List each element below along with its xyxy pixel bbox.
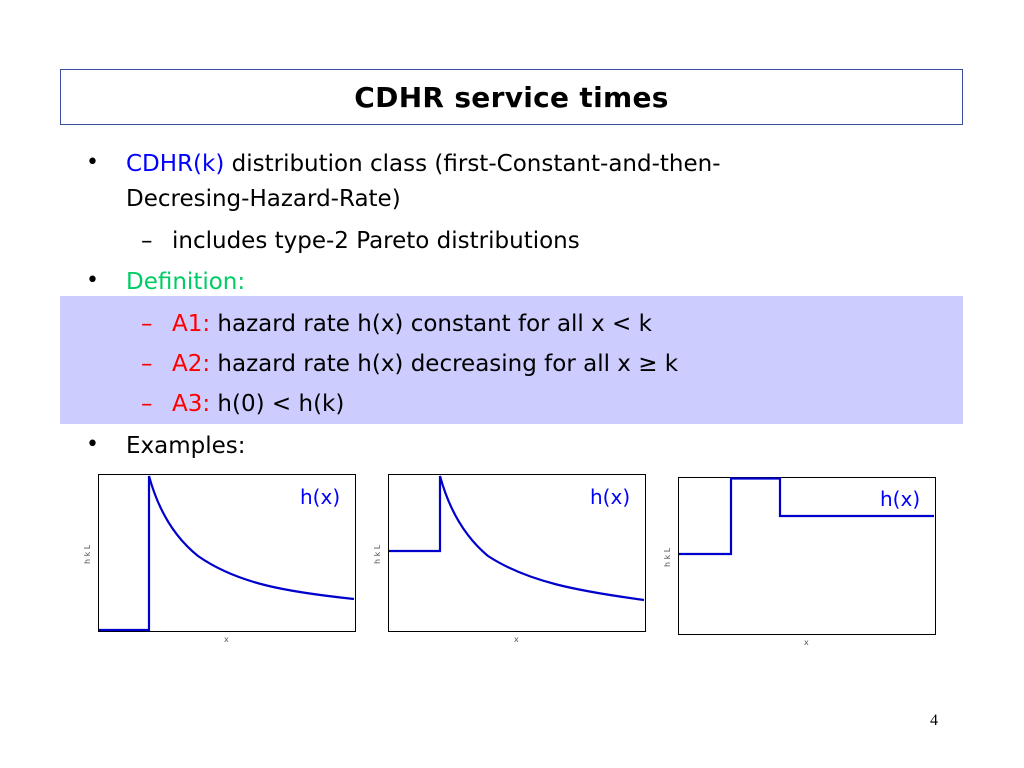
dash-marker: – [141, 228, 153, 254]
bullet-cdhr: CDHR(k) distribution class (first-Consta… [126, 153, 721, 176]
y-axis-label: h k L [373, 544, 382, 564]
bullet-marker: • [86, 150, 99, 175]
plot-frame [678, 477, 936, 635]
bullet-marker: • [86, 268, 99, 293]
definition-heading: Definition: [126, 269, 246, 295]
curve-label: h(x) [880, 487, 921, 511]
a2-label: A2: [172, 351, 211, 377]
hazard-curve [679, 477, 934, 556]
bullet-cdhr-line2: Decresing-Hazard-Rate) [126, 186, 401, 212]
x-axis-label: x [224, 635, 229, 644]
example-plot-2 [388, 474, 646, 632]
curve-label: h(x) [590, 485, 631, 509]
a1-text: hazard rate h(x) constant for all x < k [210, 311, 652, 337]
bullet-marker: • [86, 432, 99, 457]
example-plot-1 [98, 474, 356, 632]
a2-text: hazard rate h(x) decreasing for all x ≥ … [210, 351, 679, 377]
y-axis-label: h k L [83, 544, 92, 564]
hazard-curve [99, 475, 355, 632]
plot-frame [98, 474, 356, 632]
example-plot-3 [678, 477, 936, 635]
x-axis-label: x [804, 638, 809, 647]
a1-label: A1: [172, 311, 211, 337]
def-a3: A3: h(0) < h(k) [172, 393, 344, 416]
a3-label: A3: [172, 391, 211, 417]
a3-text: h(0) < h(k) [210, 391, 345, 417]
def-a2: A2: hazard rate h(x) decreasing for all … [172, 353, 678, 376]
plot-frame [388, 474, 646, 632]
cdhr-term: CDHR(k) [126, 151, 225, 177]
dash-marker: – [141, 311, 153, 337]
page-number: 4 [930, 712, 938, 729]
dash-marker: – [141, 391, 153, 417]
def-a1: A1: hazard rate h(x) constant for all x … [172, 313, 652, 336]
curve-label: h(x) [300, 485, 341, 509]
title-box: CDHR service times [60, 69, 963, 125]
hazard-curve [389, 475, 645, 602]
dash-marker: – [141, 351, 153, 377]
y-axis-label: h k L [663, 547, 672, 567]
x-axis-label: x [514, 635, 519, 644]
cdhr-desc: distribution class (first-Constant-and-t… [224, 151, 721, 177]
definition-highlight [60, 296, 963, 424]
sub-pareto: includes type-2 Pareto distributions [172, 228, 580, 254]
slide-title: CDHR service times [354, 80, 669, 114]
examples-heading: Examples: [126, 433, 246, 459]
